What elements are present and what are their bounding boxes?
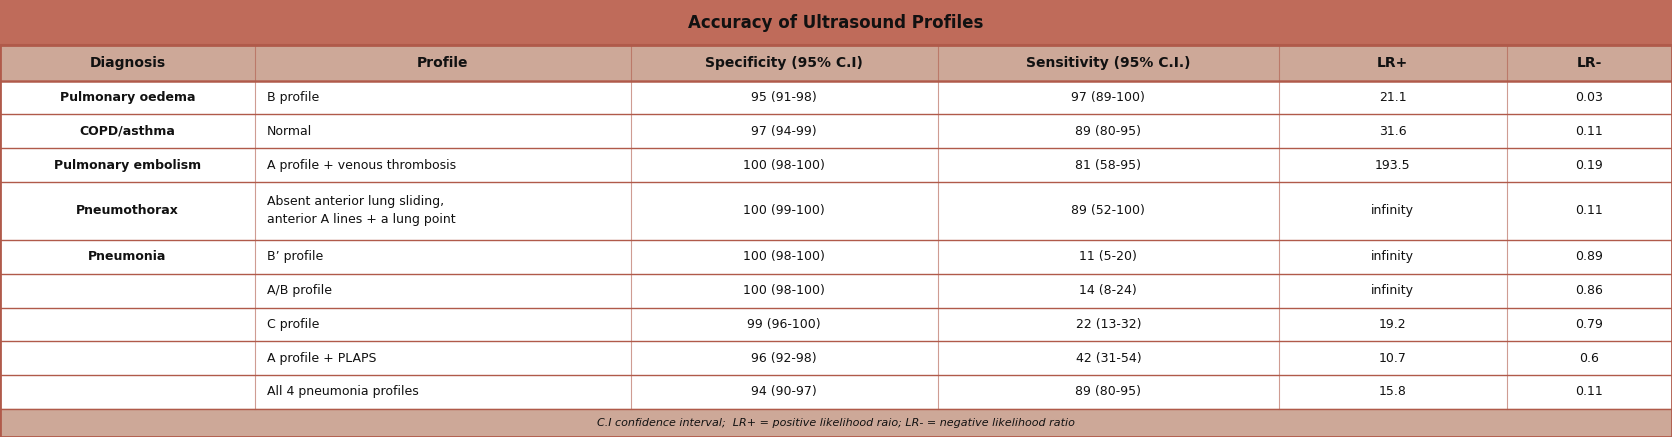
Text: Specificity (95% C.I): Specificity (95% C.I)	[706, 56, 863, 70]
Text: 0.11: 0.11	[1575, 385, 1603, 399]
Text: Profile: Profile	[418, 56, 468, 70]
Text: 0.86: 0.86	[1575, 284, 1603, 297]
Text: 96 (92-98): 96 (92-98)	[751, 352, 818, 365]
Text: A profile + venous thrombosis: A profile + venous thrombosis	[268, 159, 456, 172]
Text: 100 (98-100): 100 (98-100)	[744, 284, 826, 297]
Text: 14 (8-24): 14 (8-24)	[1080, 284, 1137, 297]
Text: C.I confidence interval;  LR+ = positive likelihood raio; LR- = negative likelih: C.I confidence interval; LR+ = positive …	[597, 418, 1075, 428]
Text: B profile: B profile	[268, 91, 319, 104]
Text: 22 (13-32): 22 (13-32)	[1075, 318, 1140, 331]
Text: 0.03: 0.03	[1575, 91, 1603, 104]
Text: 100 (99-100): 100 (99-100)	[744, 205, 826, 218]
Text: A/B profile: A/B profile	[268, 284, 333, 297]
Text: 97 (89-100): 97 (89-100)	[1072, 91, 1145, 104]
Text: Absent anterior lung sliding,
anterior A lines + a lung point: Absent anterior lung sliding, anterior A…	[268, 195, 456, 226]
Text: Pneumothorax: Pneumothorax	[77, 205, 179, 218]
Text: infinity: infinity	[1371, 284, 1415, 297]
Text: Diagnosis: Diagnosis	[90, 56, 166, 70]
Text: 0.6: 0.6	[1580, 352, 1598, 365]
Text: A profile + PLAPS: A profile + PLAPS	[268, 352, 376, 365]
Text: 42 (31-54): 42 (31-54)	[1075, 352, 1142, 365]
Text: Pulmonary embolism: Pulmonary embolism	[54, 159, 201, 172]
Text: 89 (80-95): 89 (80-95)	[1075, 125, 1142, 138]
Text: COPD/asthma: COPD/asthma	[80, 125, 176, 138]
Text: 89 (80-95): 89 (80-95)	[1075, 385, 1142, 399]
Text: Normal: Normal	[268, 125, 313, 138]
Text: 0.11: 0.11	[1575, 125, 1603, 138]
Text: Pulmonary oedema: Pulmonary oedema	[60, 91, 196, 104]
Text: 99 (96-100): 99 (96-100)	[747, 318, 821, 331]
Text: 100 (98-100): 100 (98-100)	[744, 250, 826, 264]
Text: 0.11: 0.11	[1575, 205, 1603, 218]
Text: 0.79: 0.79	[1575, 318, 1603, 331]
Text: 89 (52-100): 89 (52-100)	[1072, 205, 1145, 218]
Text: 11 (5-20): 11 (5-20)	[1080, 250, 1137, 264]
Text: 193.5: 193.5	[1374, 159, 1411, 172]
Text: 100 (98-100): 100 (98-100)	[744, 159, 826, 172]
Text: 15.8: 15.8	[1379, 385, 1406, 399]
Text: 94 (90-97): 94 (90-97)	[751, 385, 818, 399]
Text: 0.19: 0.19	[1575, 159, 1603, 172]
Text: B’ profile: B’ profile	[268, 250, 323, 264]
Bar	[0, 45, 1672, 437]
Text: LR+: LR+	[1378, 56, 1408, 70]
Text: All 4 pneumonia profiles: All 4 pneumonia profiles	[268, 385, 420, 399]
Text: 81 (58-95): 81 (58-95)	[1075, 159, 1142, 172]
Text: 95 (91-98): 95 (91-98)	[751, 91, 818, 104]
Text: infinity: infinity	[1371, 250, 1415, 264]
Text: Accuracy of Ultrasound Profiles: Accuracy of Ultrasound Profiles	[689, 14, 983, 31]
Text: 0.89: 0.89	[1575, 250, 1603, 264]
Text: Sensitivity (95% C.I.): Sensitivity (95% C.I.)	[1027, 56, 1190, 70]
Text: 31.6: 31.6	[1379, 125, 1406, 138]
Text: 10.7: 10.7	[1379, 352, 1406, 365]
Text: C profile: C profile	[268, 318, 319, 331]
Text: 21.1: 21.1	[1379, 91, 1406, 104]
Text: Pneumonia: Pneumonia	[89, 250, 167, 264]
Text: 19.2: 19.2	[1379, 318, 1406, 331]
Text: LR-: LR-	[1577, 56, 1602, 70]
Text: infinity: infinity	[1371, 205, 1415, 218]
Text: 97 (94-99): 97 (94-99)	[751, 125, 818, 138]
